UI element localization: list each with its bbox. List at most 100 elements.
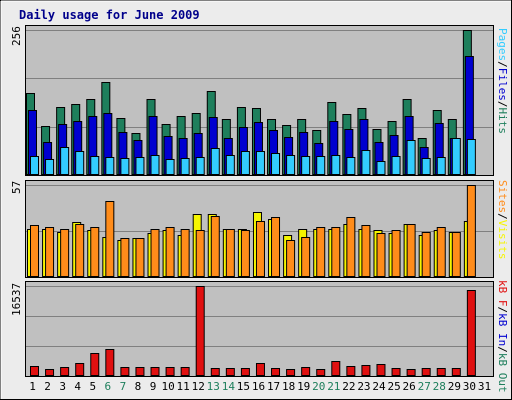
kb-bar (376, 364, 386, 376)
kb-bar (105, 349, 115, 376)
hits-files-pages-chart (26, 30, 493, 175)
kb-bar (286, 369, 296, 376)
kb-bar (120, 367, 130, 376)
pages-bar (361, 150, 371, 175)
sites-bar (331, 227, 341, 277)
x-tick-label: 1 (29, 380, 36, 393)
pages-bar (210, 148, 220, 175)
kb-bar (451, 368, 461, 376)
sites-bar (120, 238, 130, 277)
x-tick-label: 2 (44, 380, 51, 393)
sites-bar (60, 229, 70, 277)
sites-bar (286, 240, 296, 277)
sites-bar (180, 229, 190, 277)
pages-bar (376, 161, 386, 175)
x-tick-label: 23 (357, 380, 371, 393)
pages-bar (180, 158, 190, 175)
kb-bar (391, 368, 401, 376)
x-tick-label: 31 (477, 380, 492, 393)
kb-bar (195, 286, 205, 376)
sites-bar (316, 227, 326, 277)
kb-bar (240, 368, 250, 376)
visits-legend: Sites/Visits (496, 180, 509, 260)
x-tick-label: 20 (312, 380, 326, 393)
kb-bar (466, 290, 476, 376)
sites-bar (271, 217, 281, 277)
hits-legend: Pages/Files/Hits (496, 28, 509, 134)
kb-bar (135, 367, 145, 376)
x-tick-label: 26 (402, 380, 416, 393)
kb-bar (180, 367, 190, 376)
pages-bar (225, 155, 235, 175)
pages-bar (195, 157, 205, 175)
kb-bar (331, 361, 341, 376)
legend-entry: / (496, 100, 509, 108)
kb-panel (25, 281, 494, 377)
pages-bar (421, 158, 431, 175)
x-tick-label: 19 (297, 380, 311, 393)
kb-bar (165, 367, 175, 376)
pages-bar (391, 156, 401, 175)
pages-bar (45, 159, 55, 175)
pages-bar (135, 157, 145, 175)
x-tick-label: 9 (149, 380, 157, 393)
x-tick-label: 5 (89, 380, 97, 393)
pages-bar (165, 159, 175, 175)
pages-bar (451, 138, 461, 175)
kb-bar (75, 363, 85, 376)
sites-bar (376, 233, 386, 277)
legend-entry: kB F (496, 280, 509, 307)
legend-entry: Files (496, 67, 509, 101)
kb-bar (271, 368, 281, 376)
legend-entry: Visits (496, 219, 509, 260)
x-tick-label: 13 (206, 380, 220, 393)
pages-bar (271, 153, 281, 175)
sites-bar (105, 201, 115, 277)
kb-bar (90, 353, 100, 376)
legend-entry: Pages (496, 28, 509, 62)
sites-bar (436, 227, 446, 277)
sites-bar (30, 225, 39, 277)
legend-entry: / (496, 61, 509, 68)
x-tick-label: 18 (282, 380, 296, 393)
x-tick-label: 3 (59, 380, 66, 393)
kb-chart (26, 286, 493, 376)
legend-entry: Sites (496, 180, 509, 214)
sites-bar (301, 237, 311, 277)
x-tick-label: 30 (462, 380, 477, 393)
kb-bar (150, 367, 160, 376)
x-tick-label: 21 (327, 380, 341, 393)
x-tick-label: 10 (161, 380, 175, 393)
sites-bar (421, 232, 431, 277)
pages-bar (331, 155, 341, 175)
kb-bar (346, 366, 356, 376)
x-tick-label: 12 (191, 380, 205, 393)
pages-bar (316, 156, 326, 175)
visits-sites-panel (25, 180, 494, 278)
sites-bar (466, 185, 476, 277)
x-tick-label: 6 (104, 380, 112, 393)
sites-bar (45, 227, 55, 277)
x-tick-label: 4 (74, 380, 82, 393)
kb-bar (421, 368, 431, 376)
chart-title: Daily usage for June 2009 (19, 8, 200, 22)
legend-entry: Hits (496, 107, 509, 135)
kb-bar (60, 367, 70, 376)
legend-entry: / (496, 213, 509, 220)
sites-bar (391, 230, 401, 277)
x-tick-label: 29 (447, 380, 461, 393)
pages-bar (406, 140, 416, 175)
x-tick-label: 24 (372, 380, 386, 393)
legend-entry: kB Out (496, 352, 509, 393)
sites-bar (75, 224, 85, 277)
pages-bar (150, 155, 160, 175)
sites-bar (255, 221, 265, 277)
pages-bar (30, 156, 39, 175)
pages-bar (75, 151, 85, 175)
visits-ymax-label: 57 (10, 180, 23, 194)
hits-files-pages-panel (25, 25, 494, 176)
sites-bar (346, 217, 356, 277)
kb-bar (210, 368, 220, 376)
x-tick-label: 16 (251, 380, 266, 393)
sites-bar (90, 227, 100, 277)
